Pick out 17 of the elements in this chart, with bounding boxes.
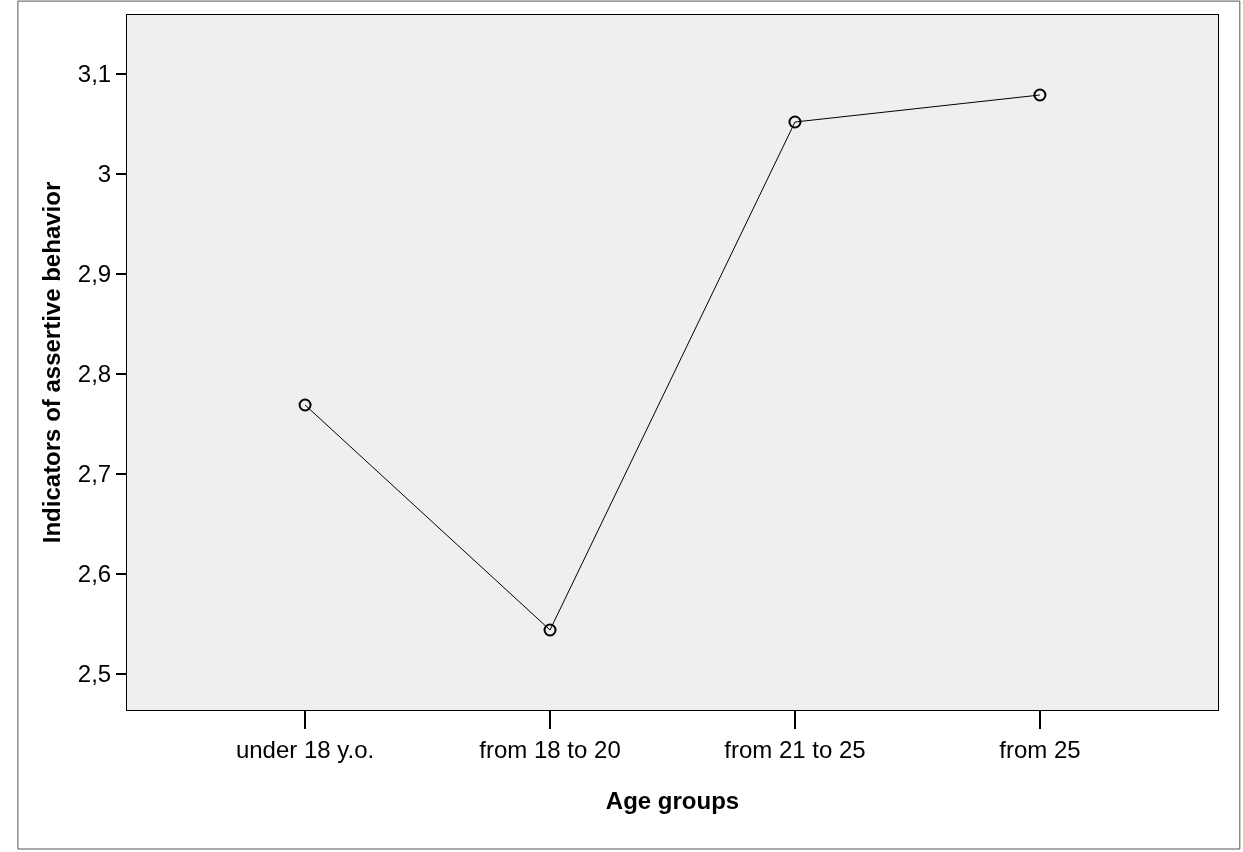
y-tick-label: 2,8	[77, 360, 112, 388]
point	[1033, 88, 1047, 102]
y-tick-label: 3,1	[77, 60, 112, 88]
point	[298, 398, 312, 412]
point	[788, 115, 802, 129]
x-tick-label: from 18 to 20	[479, 735, 621, 763]
y-tick-label: 2,9	[77, 260, 112, 288]
y-axis-title: Indicators of assertive behavior	[37, 181, 65, 544]
y-tick-label: 3	[97, 160, 112, 188]
point	[543, 623, 557, 637]
x-tick-label: from 25	[999, 735, 1081, 763]
x-axis-title: Age groups	[605, 787, 740, 815]
y-tick-label: 2,7	[77, 460, 112, 488]
y-tick-label: 2,6	[77, 560, 112, 588]
x-tick-label: from 21 to 25	[724, 735, 866, 763]
y-tick-label: 2,5	[77, 660, 112, 688]
x-tick-label: under 18 y.o.	[235, 735, 375, 763]
